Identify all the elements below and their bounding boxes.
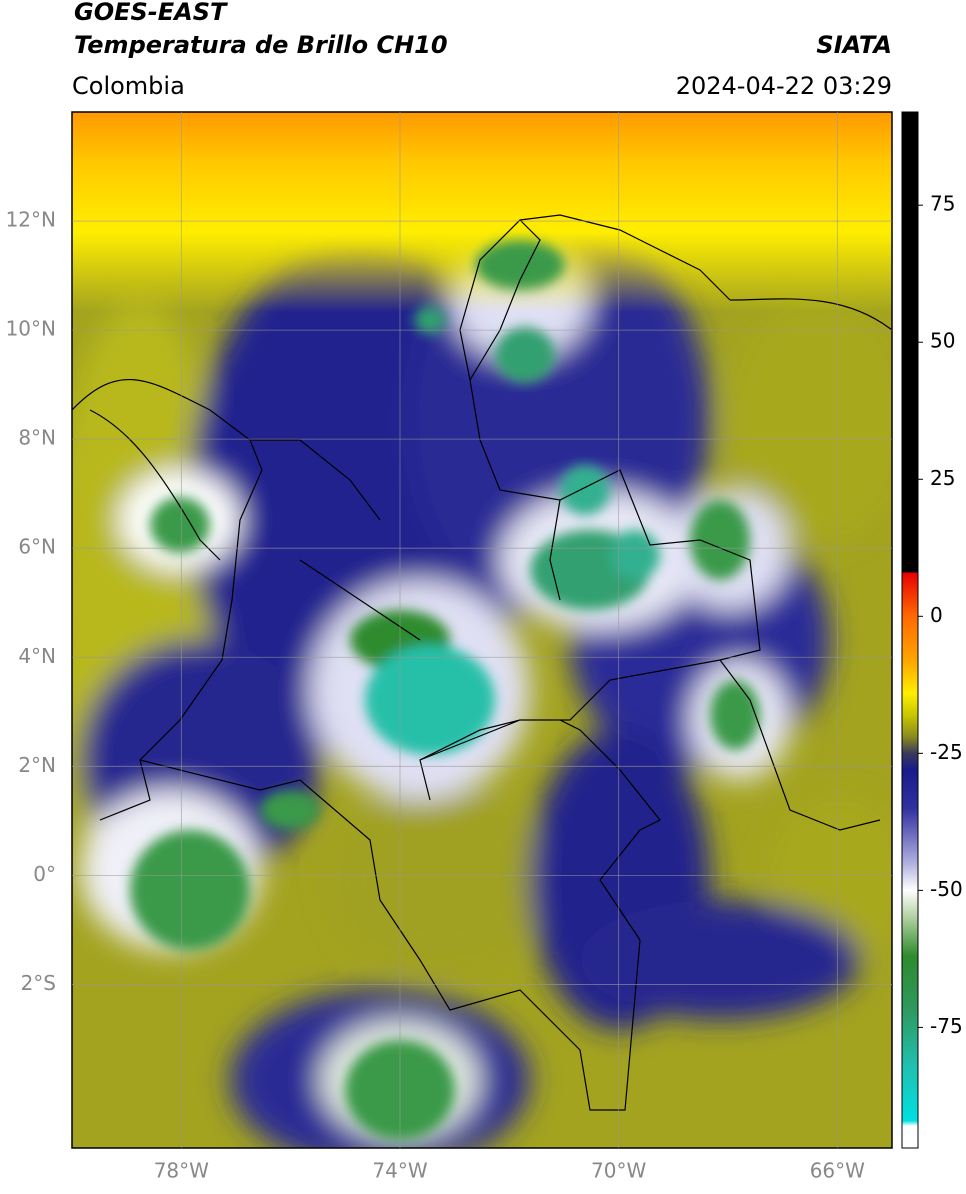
colorbar bbox=[901, 111, 919, 1149]
grid bbox=[72, 112, 892, 1148]
y-tick-label: 0° bbox=[33, 862, 56, 886]
y-tick-label: 12°N bbox=[6, 208, 56, 232]
y-tick-label: 8°N bbox=[18, 426, 56, 450]
y-tick-label: 4°N bbox=[18, 644, 56, 668]
subtitle: Temperatura de Brillo CH10 bbox=[74, 31, 448, 59]
map-frame bbox=[71, 111, 893, 1149]
y-tick-label: 2°S bbox=[21, 971, 56, 995]
x-tick-label: 70°W bbox=[591, 1159, 646, 1183]
colorbar-tick-label: 25 bbox=[930, 466, 955, 490]
colorbar-tick-label: 0 bbox=[930, 603, 943, 627]
x-tick-label: 78°W bbox=[154, 1159, 209, 1183]
colorbar-tick-label: -75 bbox=[930, 1014, 963, 1038]
colorbar-tick-label: -25 bbox=[930, 740, 963, 764]
satellite-image bbox=[72, 112, 892, 1148]
colorbar-tick-label: 75 bbox=[930, 192, 955, 216]
source: SIATA bbox=[816, 31, 892, 59]
colorbar-ticks: 75 50 25 0 -25 -50 -75 bbox=[918, 192, 963, 1038]
y-tick-label: 6°N bbox=[18, 535, 56, 559]
colorbar-tick-label: -50 bbox=[930, 877, 963, 901]
borders bbox=[72, 214, 892, 1111]
region: Colombia bbox=[72, 72, 185, 100]
y-tick-label: 2°N bbox=[18, 753, 56, 777]
x-tick-label: 66°W bbox=[810, 1159, 865, 1183]
x-tick-label: 74°W bbox=[372, 1159, 427, 1183]
y-tick-label: 10°N bbox=[6, 317, 56, 341]
title: GOES-EAST bbox=[74, 0, 228, 26]
timestamp: 2024-04-22 03:29 bbox=[676, 72, 892, 100]
colorbar-tick-label: 50 bbox=[930, 329, 955, 353]
axes: 78°W 74°W 70°W 66°W 12°N 10°N 8°N 6°N 4°N 2°N 0° 2°… bbox=[6, 208, 866, 1183]
